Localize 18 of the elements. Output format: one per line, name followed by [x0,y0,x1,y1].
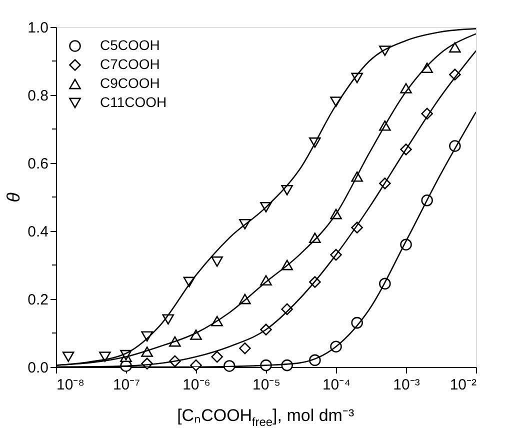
y-tick-label: 0.8 [28,88,48,104]
legend-label: C5COOH [100,37,160,53]
y-tick-label: 0.6 [28,156,48,172]
legend-label: C7COOH [100,56,160,72]
y-tick-label: 0.2 [28,292,48,308]
x-tick-label: 10⁻⁴ [322,376,351,394]
x-tick-label: 10⁻³ [393,376,420,394]
x-tick-label: 10⁻⁶ [182,376,210,394]
y-tick-label: 1.0 [28,20,48,36]
y-tick-label: 0.0 [28,360,48,376]
y-axis-title: θ [4,192,24,202]
legend-label: C11COOH [100,94,167,110]
x-tick-label: 10⁻⁸ [56,376,85,394]
y-tick-label: 0.4 [28,224,48,240]
x-tick-label: 10⁻² [450,376,476,394]
x-tick-label: 10⁻⁷ [112,376,140,394]
legend-label: C9COOH [100,75,160,91]
x-tick-label: 10⁻⁵ [252,376,280,394]
